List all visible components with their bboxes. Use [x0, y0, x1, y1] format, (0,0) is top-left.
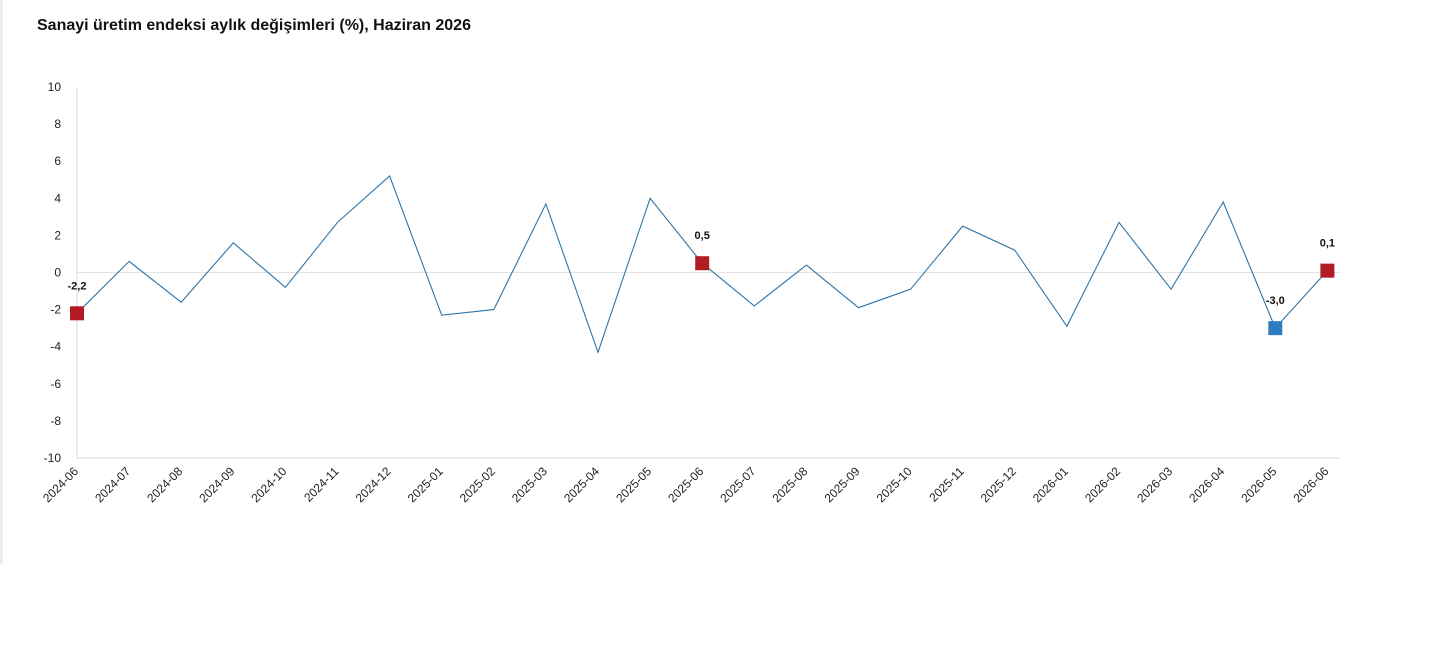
x-tick-label: 2025-10: [874, 464, 915, 505]
y-tick-label: -8: [50, 414, 61, 428]
x-tick-label: 2024-07: [92, 464, 133, 505]
highlight-marker: [695, 256, 710, 271]
y-tick-label: 0: [54, 266, 61, 280]
x-tick-label: 2025-11: [926, 464, 967, 505]
y-tick-label: -10: [44, 451, 62, 465]
highlight-marker: [70, 306, 84, 321]
data-label: 0,1: [1320, 238, 1335, 250]
x-tick-label: 2026-06: [1290, 464, 1331, 505]
x-tick-label: 2025-05: [613, 464, 654, 505]
x-tick-label: 2025-06: [665, 464, 706, 505]
highlight-marker: [1268, 321, 1283, 336]
x-tick-label: 2024-09: [196, 464, 237, 505]
x-tick-label: 2026-03: [1134, 464, 1175, 505]
x-tick-label: 2024-06: [40, 464, 81, 505]
x-tick-label: 2025-08: [769, 464, 810, 505]
x-tick-label: 2025-03: [509, 464, 550, 505]
y-tick-label: 6: [54, 154, 61, 168]
data-label: -2,2: [68, 280, 87, 292]
x-tick-label: 2026-05: [1238, 464, 1279, 505]
x-tick-label: 2025-09: [822, 464, 863, 505]
x-tick-label: 2025-07: [717, 464, 758, 505]
x-tick-label: 2024-08: [144, 464, 185, 505]
data-label: 0,5: [695, 230, 710, 242]
y-tick-label: -6: [50, 377, 61, 391]
x-tick-label: 2024-10: [248, 464, 289, 505]
data-label: -3,0: [1266, 295, 1285, 307]
x-tick-label: 2026-04: [1186, 464, 1227, 505]
chart-title: Sanayi üretim endeksi aylık değişimleri …: [37, 17, 471, 34]
y-tick-label: -2: [50, 303, 61, 317]
y-tick-label: 2: [54, 228, 61, 242]
x-tick-label: 2025-12: [978, 464, 1019, 505]
x-tick-label: 2024-12: [353, 464, 394, 505]
x-tick-label: 2025-04: [561, 464, 602, 505]
x-tick-label: 2025-02: [457, 464, 498, 505]
y-tick-label: 10: [48, 80, 62, 94]
highlight-marker: [1320, 263, 1335, 278]
x-tick-label: 2025-01: [405, 464, 446, 505]
y-tick-label: 4: [54, 191, 61, 205]
y-tick-label: -4: [50, 340, 61, 354]
left-border: [0, 0, 3, 564]
x-tick-label: 2024-11: [301, 464, 342, 505]
x-tick-label: 2026-01: [1030, 464, 1071, 505]
x-tick-label: 2026-02: [1082, 464, 1123, 505]
y-tick-label: 8: [54, 117, 61, 131]
